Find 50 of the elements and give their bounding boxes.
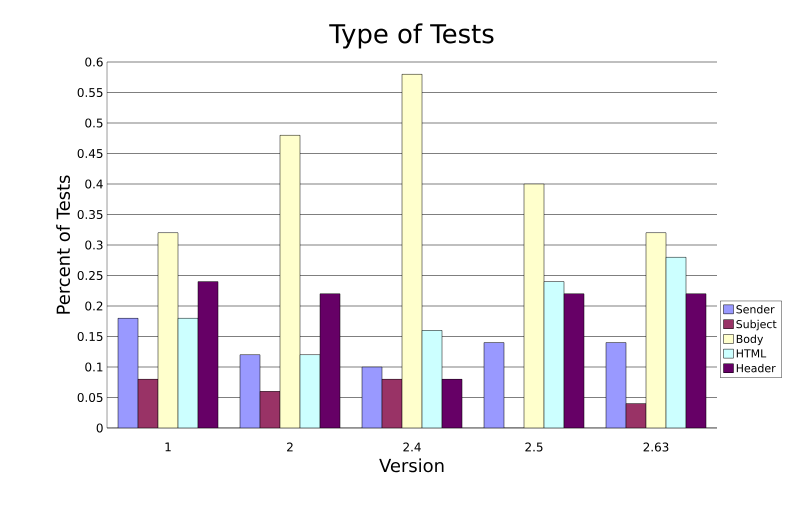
y-tick-label: 0.45 xyxy=(78,148,102,158)
x-tick-label: 2.5 xyxy=(525,442,542,452)
y-tick-label: 0.35 xyxy=(78,210,102,220)
bar xyxy=(362,366,382,428)
bar xyxy=(564,294,584,428)
bar xyxy=(280,134,300,428)
bar xyxy=(402,74,422,428)
bar xyxy=(158,232,178,428)
x-tick-label: 2 xyxy=(287,442,293,452)
bar xyxy=(666,256,686,428)
y-tick-label: 0.4 xyxy=(85,179,103,189)
bar xyxy=(300,354,320,428)
y-tick-label: 0.3 xyxy=(85,240,103,250)
bar xyxy=(646,232,666,428)
y-tick-label: 0.5 xyxy=(85,118,102,128)
bar xyxy=(606,342,626,428)
legend-label: Subject xyxy=(736,320,776,330)
y-tick-label: 0.25 xyxy=(78,270,102,280)
x-tick-label: 2.4 xyxy=(403,442,421,452)
bar xyxy=(118,318,138,428)
bar xyxy=(442,378,462,428)
bar xyxy=(260,391,280,428)
y-tick-label: 0.1 xyxy=(85,362,102,372)
bar xyxy=(178,318,198,428)
bar xyxy=(138,378,158,428)
bar xyxy=(686,294,706,428)
legend-label: Body xyxy=(736,334,764,346)
bar xyxy=(484,342,504,428)
y-axis-title: Percent of Tests xyxy=(56,175,70,314)
legend-label: Header xyxy=(736,364,776,372)
x-tick-label: 2.63 xyxy=(644,442,668,452)
bar xyxy=(422,330,442,428)
bar xyxy=(524,184,544,428)
bar xyxy=(626,403,646,428)
bar xyxy=(240,354,260,428)
y-tick-label: 0 xyxy=(96,423,103,433)
y-tick-label: 0.05 xyxy=(78,392,102,402)
x-axis-title: Version xyxy=(379,458,444,472)
y-tick-label: 0.55 xyxy=(78,88,102,98)
bar xyxy=(544,281,564,428)
bar xyxy=(382,378,402,428)
x-tick-label: 1 xyxy=(166,442,171,452)
y-tick-label: 0.2 xyxy=(85,301,102,311)
legend-label: Sender xyxy=(736,304,775,314)
y-tick-label: 0.6 xyxy=(85,57,103,67)
bar xyxy=(320,294,340,428)
chart-title: Type of Tests xyxy=(329,23,494,48)
legend-label: HTML xyxy=(736,349,766,358)
y-tick-label: 0.15 xyxy=(78,332,102,342)
bar xyxy=(198,281,218,428)
